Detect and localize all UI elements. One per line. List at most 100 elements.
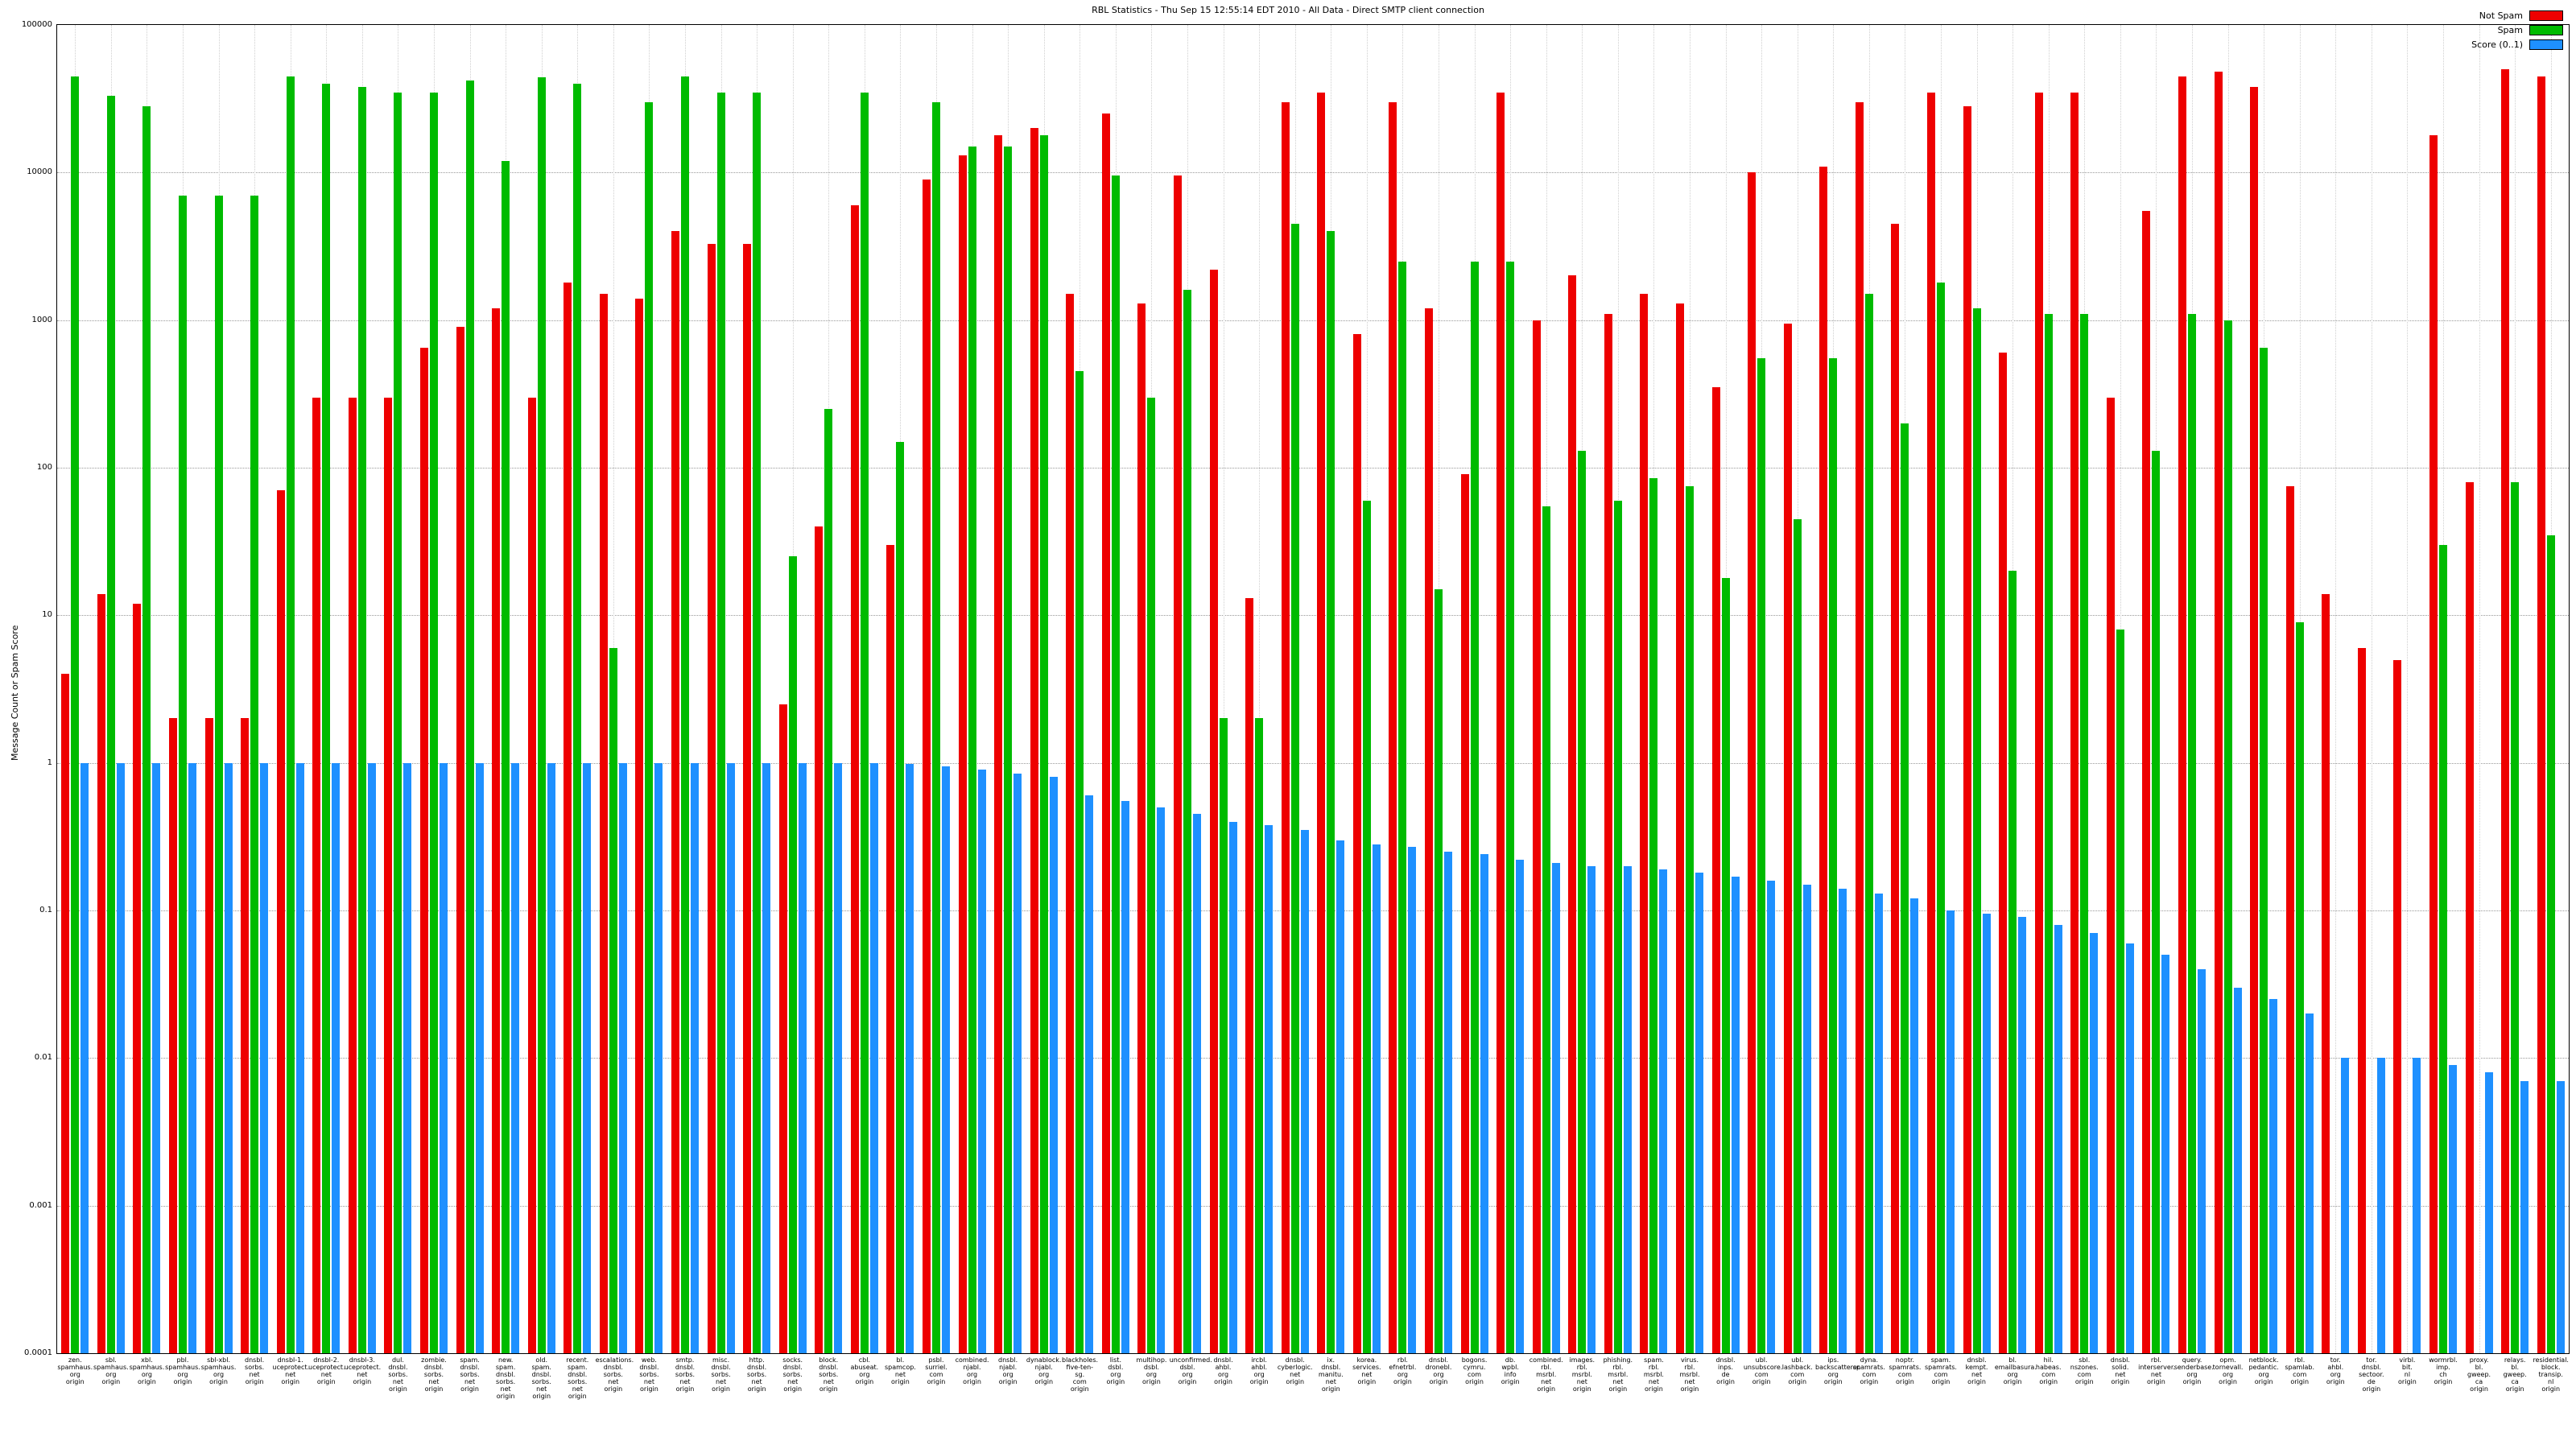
bar-spam <box>1039 134 1048 1353</box>
bar-not-spam <box>958 155 967 1353</box>
x-tick-label: misc. dnsbl. sorbs. net origin <box>711 1356 731 1393</box>
bar-score-0-1 <box>1480 854 1488 1353</box>
x-tick-label: dnsbl. sorbs. net origin <box>245 1356 265 1385</box>
bar-score-0-1 <box>1802 884 1811 1353</box>
x-tick-label: ubl. unsubscore. com origin <box>1743 1356 1783 1385</box>
bar-score-0-1 <box>762 762 771 1353</box>
x-tick-label: dynablock. njabl. org origin <box>1026 1356 1062 1385</box>
x-tick-label: dnsbl. njabl. org origin <box>998 1356 1018 1385</box>
bar-not-spam <box>1963 106 1971 1353</box>
x-tick-label: dyna. spamrats. com origin <box>1852 1356 1885 1385</box>
x-tick-label: tor. dnsbl. sectoor. de origin <box>2359 1356 2384 1393</box>
bar-spam <box>681 76 689 1353</box>
bar-score-0-1 <box>691 762 699 1353</box>
bar-spam <box>1004 147 1013 1353</box>
bar-spam <box>1398 261 1407 1353</box>
x-tick-label: old. spam. dnsbl. sorbs. net origin <box>531 1356 551 1400</box>
y-tick-label: 10 <box>42 610 52 620</box>
bar-spam <box>1542 506 1550 1353</box>
h-gridline <box>57 615 2569 617</box>
legend-item-spam: Spam <box>2471 23 2563 37</box>
x-tick-label: virbl. bit. nl origin <box>2398 1356 2417 1385</box>
bar-not-spam <box>133 603 142 1353</box>
bar-not-spam <box>456 327 464 1353</box>
bar-score-0-1 <box>1121 801 1129 1353</box>
bar-score-0-1 <box>942 766 950 1353</box>
bar-score-0-1 <box>1408 846 1417 1353</box>
bar-not-spam <box>2034 92 2043 1353</box>
bar-spam <box>1864 294 1873 1353</box>
bar-not-spam <box>2070 92 2079 1353</box>
bar-score-0-1 <box>295 762 304 1353</box>
bar-not-spam <box>1101 114 1110 1353</box>
x-tick-label: dnsbl-2. uceprotect. net origin <box>308 1356 345 1385</box>
x-tick-label: rbl. efnetrbl. org origin <box>1389 1356 1417 1385</box>
h-gridline <box>57 468 2569 469</box>
x-tick-label: psbl. surriel. com origin <box>925 1356 947 1385</box>
h-gridline <box>57 1205 2569 1207</box>
bar-spam <box>824 409 833 1353</box>
bar-not-spam <box>1137 303 1146 1353</box>
x-tick-label: dnsbl. inps. de origin <box>1715 1356 1736 1385</box>
bar-not-spam <box>1891 223 1900 1353</box>
bar-not-spam <box>2142 210 2151 1353</box>
bar-spam <box>2080 314 2089 1353</box>
bar-spam <box>2116 630 2124 1353</box>
bar-spam <box>430 92 438 1353</box>
bar-spam <box>2044 314 2053 1353</box>
bar-score-0-1 <box>2413 1058 2421 1353</box>
bar-not-spam <box>635 298 644 1353</box>
x-tick-label: query. senderbase. org origin <box>2174 1356 2214 1385</box>
bar-not-spam <box>1496 92 1505 1353</box>
bar-score-0-1 <box>2484 1072 2493 1353</box>
chart-title: RBL Statistics - Thu Sep 15 12:55:14 EDT… <box>1092 5 1484 15</box>
bar-not-spam <box>1532 320 1541 1353</box>
bar-score-0-1 <box>2341 1058 2350 1353</box>
bar-not-spam <box>1389 101 1397 1353</box>
y-tick-label: 100 <box>36 463 52 472</box>
bar-not-spam <box>564 282 572 1353</box>
v-gridline <box>1259 25 1261 1353</box>
bar-score-0-1 <box>1695 873 1703 1353</box>
bar-score-0-1 <box>1910 898 1919 1353</box>
bar-score-0-1 <box>1228 821 1237 1353</box>
bar-spam <box>2260 347 2268 1353</box>
x-tick-label: bl. spamcop. net origin <box>884 1356 916 1385</box>
x-tick-label: pbl. spamhaus. org origin <box>165 1356 200 1385</box>
bar-score-0-1 <box>1085 795 1094 1353</box>
bar-spam <box>1255 718 1264 1353</box>
bar-spam <box>1721 577 1730 1353</box>
plot-area: 0.0001 0.001 0.01 0.1 1 10 100 1000 10000 100000 z… <box>22 20 2570 1400</box>
x-tick-label: dnsbl. ahbl. org origin <box>1213 1356 1233 1385</box>
x-tick-label: ubl. lashback. com origin <box>1781 1356 1813 1385</box>
x-tick-label: rbl. spamlab. com origin <box>2285 1356 2315 1385</box>
x-tick-label: dnsbl-1. uceprotect. net origin <box>272 1356 310 1385</box>
bar-spam <box>2188 314 2196 1353</box>
bar-score-0-1 <box>224 762 233 1353</box>
x-tick-label: wormrbl. imp. ch origin <box>2429 1356 2458 1385</box>
bar-score-0-1 <box>834 762 843 1353</box>
bar-not-spam <box>1030 128 1038 1353</box>
bar-score-0-1 <box>1767 880 1776 1353</box>
bar-spam <box>1327 231 1335 1353</box>
bar-not-spam <box>2357 648 2366 1353</box>
v-gridline <box>2407 25 2409 1353</box>
bar-not-spam <box>599 294 608 1353</box>
x-tick-label: ircbl. ahbl. org origin <box>1249 1356 1269 1385</box>
bar-not-spam <box>778 704 787 1353</box>
bar-not-spam <box>2106 397 2115 1353</box>
x-tick-label: phishing. rbl. msrbl. net origin <box>1603 1356 1633 1393</box>
x-tick-label: images. rbl. msrbl. net origin <box>1569 1356 1596 1393</box>
legend-swatch-not-spam <box>2529 10 2563 21</box>
bar-not-spam <box>1783 323 1792 1353</box>
bar-spam <box>1147 397 1156 1353</box>
bar-score-0-1 <box>869 762 878 1353</box>
x-tick-label: unconfirmed. dsbl. org origin <box>1169 1356 1212 1385</box>
bar-not-spam <box>527 397 536 1353</box>
bar-score-0-1 <box>2305 1013 2314 1353</box>
bar-score-0-1 <box>618 762 627 1353</box>
legend-swatch-spam <box>2529 24 2563 35</box>
bar-score-0-1 <box>116 762 125 1353</box>
bar-score-0-1 <box>2376 1058 2385 1353</box>
x-tick-label: zen. spamhaus. org origin <box>57 1356 93 1385</box>
